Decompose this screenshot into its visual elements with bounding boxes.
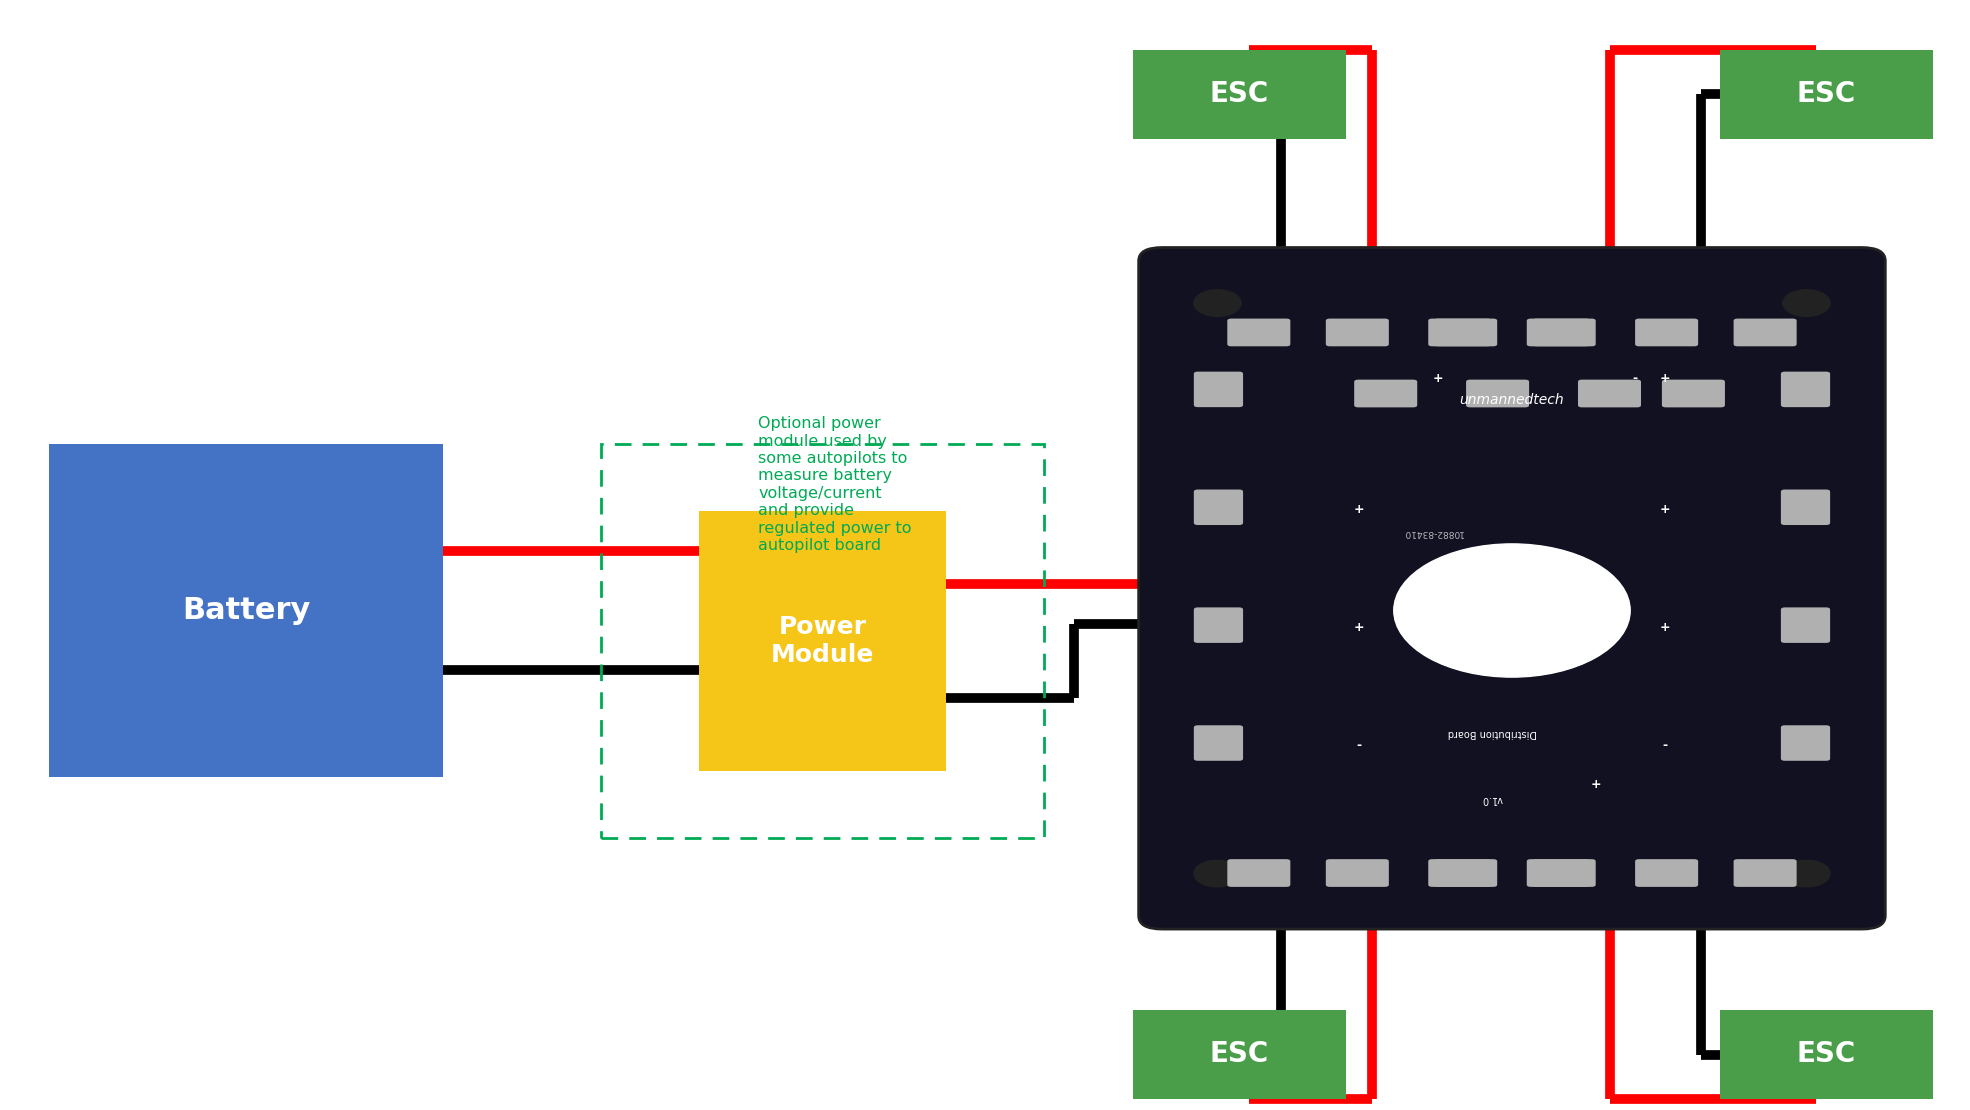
Text: -: -	[1633, 372, 1637, 385]
FancyBboxPatch shape	[1578, 380, 1641, 407]
Text: +: +	[1590, 778, 1602, 791]
Text: +: +	[1659, 622, 1671, 634]
FancyBboxPatch shape	[1533, 859, 1596, 887]
Circle shape	[1783, 290, 1830, 316]
FancyBboxPatch shape	[1734, 859, 1797, 887]
FancyBboxPatch shape	[1194, 607, 1243, 643]
FancyBboxPatch shape	[1527, 319, 1590, 346]
FancyBboxPatch shape	[1781, 725, 1830, 760]
Text: Battery: Battery	[181, 596, 311, 625]
Circle shape	[1194, 290, 1241, 316]
Text: Power
Module: Power Module	[770, 615, 875, 667]
Text: v1.0: v1.0	[1481, 794, 1503, 805]
Circle shape	[1194, 860, 1241, 887]
Text: +: +	[1659, 372, 1671, 385]
FancyBboxPatch shape	[1663, 380, 1726, 407]
Text: +: +	[1432, 372, 1444, 385]
FancyBboxPatch shape	[1194, 372, 1243, 407]
FancyBboxPatch shape	[1781, 490, 1830, 525]
FancyBboxPatch shape	[1781, 372, 1830, 407]
Text: 10882-83410: 10882-83410	[1403, 528, 1464, 537]
FancyBboxPatch shape	[1133, 1010, 1346, 1099]
Text: -: -	[1357, 739, 1361, 751]
Text: +: +	[1944, 778, 1956, 791]
FancyBboxPatch shape	[49, 444, 443, 777]
Circle shape	[1395, 544, 1631, 677]
FancyBboxPatch shape	[1194, 490, 1243, 525]
Text: CRIUS: CRIUS	[1476, 649, 1509, 660]
Text: ESC: ESC	[1797, 80, 1856, 109]
Text: unmannedtech: unmannedtech	[1460, 393, 1564, 406]
Text: Optional power
module used by
some autopilots to
measure battery
voltage/current: Optional power module used by some autop…	[758, 416, 912, 553]
FancyBboxPatch shape	[1326, 319, 1389, 346]
Text: +: +	[1353, 622, 1365, 634]
FancyBboxPatch shape	[1227, 859, 1290, 887]
FancyBboxPatch shape	[1781, 607, 1830, 643]
Text: ESC: ESC	[1210, 1040, 1269, 1069]
FancyBboxPatch shape	[1720, 50, 1933, 139]
FancyBboxPatch shape	[1353, 380, 1416, 407]
FancyBboxPatch shape	[1194, 725, 1243, 760]
FancyBboxPatch shape	[1428, 859, 1491, 887]
Circle shape	[1783, 860, 1830, 887]
FancyBboxPatch shape	[1133, 50, 1346, 139]
Text: ESC: ESC	[1797, 1040, 1856, 1069]
Text: +: +	[1659, 503, 1671, 516]
FancyBboxPatch shape	[1533, 319, 1596, 346]
FancyBboxPatch shape	[1434, 319, 1497, 346]
FancyBboxPatch shape	[1434, 859, 1497, 887]
FancyBboxPatch shape	[1139, 248, 1885, 929]
Text: +: +	[1353, 503, 1365, 516]
FancyBboxPatch shape	[1466, 380, 1529, 407]
FancyBboxPatch shape	[1227, 319, 1290, 346]
FancyBboxPatch shape	[1428, 319, 1491, 346]
FancyBboxPatch shape	[1635, 319, 1698, 346]
FancyBboxPatch shape	[1720, 1010, 1933, 1099]
Text: Distribution Board: Distribution Board	[1448, 727, 1537, 738]
Text: ESC: ESC	[1210, 80, 1269, 109]
FancyBboxPatch shape	[1527, 859, 1590, 887]
Text: -: -	[1663, 739, 1667, 751]
FancyBboxPatch shape	[699, 511, 946, 771]
FancyBboxPatch shape	[1734, 319, 1797, 346]
FancyBboxPatch shape	[1635, 859, 1698, 887]
FancyBboxPatch shape	[1326, 859, 1389, 887]
